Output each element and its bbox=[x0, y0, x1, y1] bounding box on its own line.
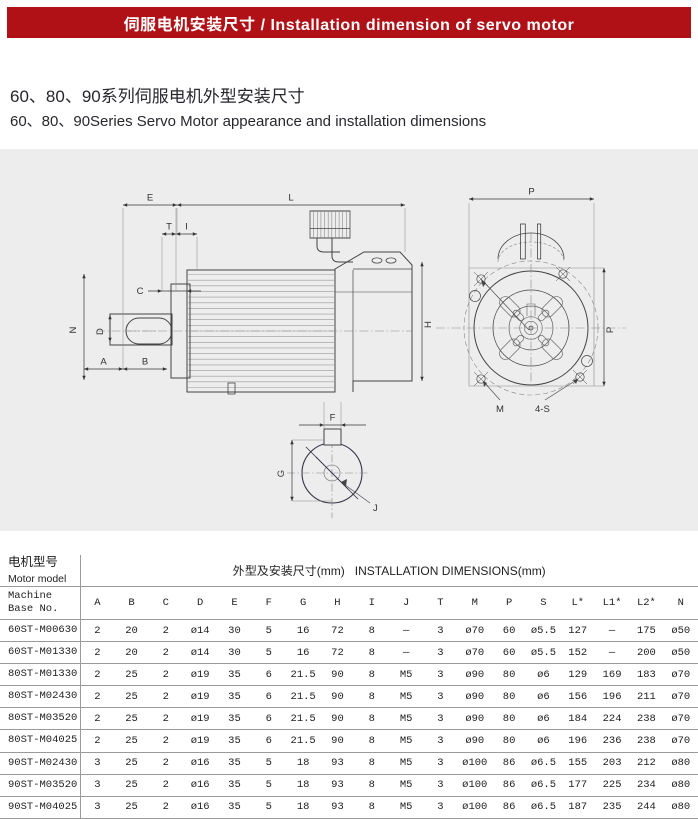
svg-text:F: F bbox=[330, 413, 336, 424]
svg-text:D: D bbox=[95, 328, 106, 335]
svg-text:H: H bbox=[423, 321, 434, 328]
svg-text:P: P bbox=[605, 327, 616, 333]
svg-text:J: J bbox=[373, 503, 378, 514]
svg-text:G: G bbox=[276, 470, 287, 477]
svg-text:4-S: 4-S bbox=[535, 404, 550, 415]
svg-text:M: M bbox=[496, 404, 504, 415]
svg-text:L: L bbox=[288, 193, 293, 204]
svg-text:B: B bbox=[142, 357, 148, 368]
svg-text:P: P bbox=[528, 187, 534, 198]
svg-text:I: I bbox=[185, 222, 188, 233]
svg-text:C: C bbox=[137, 286, 144, 297]
svg-text:T: T bbox=[166, 222, 172, 233]
svg-text:A: A bbox=[100, 357, 107, 368]
svg-text:N: N bbox=[68, 326, 79, 333]
svg-text:E: E bbox=[147, 193, 153, 204]
